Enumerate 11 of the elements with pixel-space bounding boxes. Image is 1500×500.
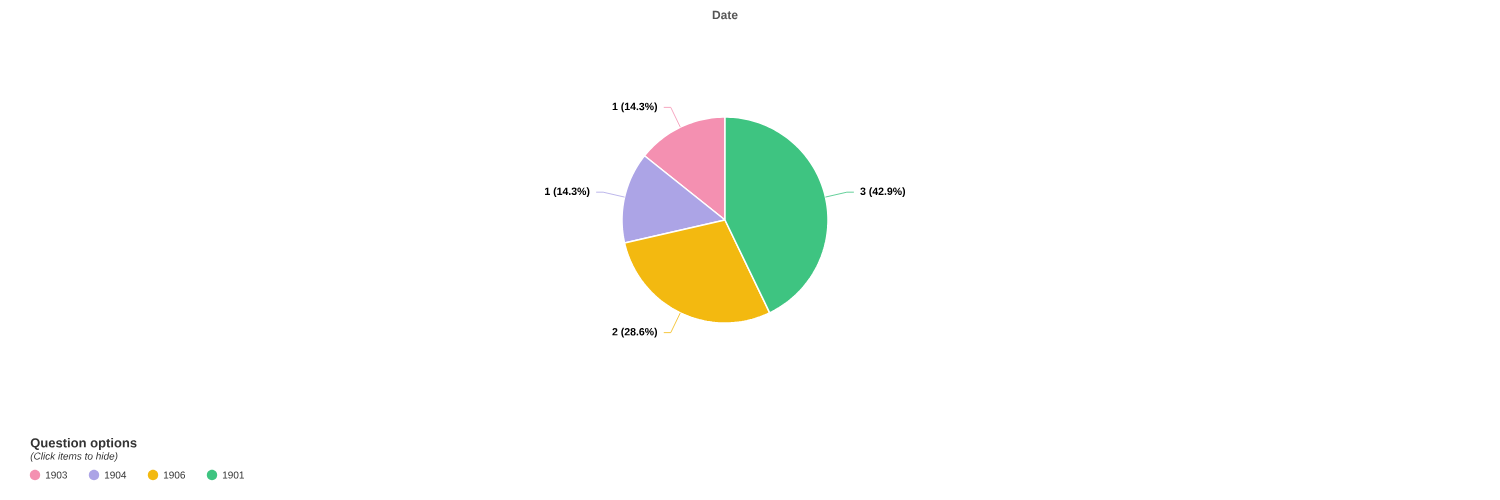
data-label: 1 (14.3%) bbox=[612, 102, 658, 113]
chart-title: Date bbox=[712, 10, 738, 20]
data-label: 2 (28.6%) bbox=[612, 327, 658, 338]
text: (Click items to hide) bbox=[30, 452, 118, 462]
legend-label: 1906 bbox=[163, 471, 185, 479]
legend-title: Question options bbox=[30, 437, 137, 451]
legend-label: 1904 bbox=[104, 471, 127, 479]
data-label: 3 (42.9%) bbox=[860, 187, 906, 198]
legend-label: 1903 bbox=[45, 471, 67, 479]
legend-label: 1901 bbox=[222, 471, 244, 479]
data-label: 1 (14.3%) bbox=[545, 187, 590, 198]
